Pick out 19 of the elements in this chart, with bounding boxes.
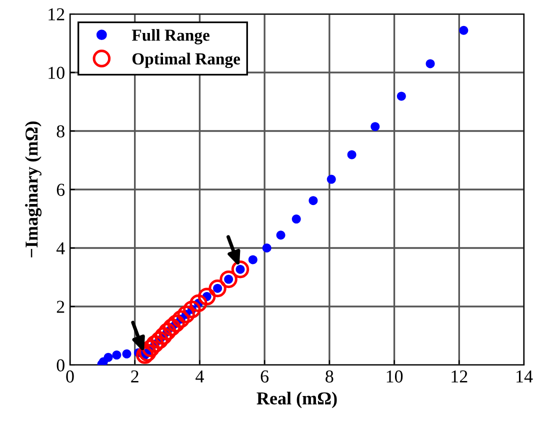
y-tick-label: 4 [56,242,65,254]
x-tick-label: 12 [452,370,468,382]
y-tick-label: 2 [56,300,64,313]
x-tick-label: 10 [386,370,403,383]
y-tick-label: 12 [48,8,64,20]
y-tick-label: 0 [56,359,64,372]
x-tick-label: 2 [131,370,138,382]
x-tick-label: 0 [66,370,74,383]
x-tick-label: 4 [196,370,204,382]
x-axis-title: Real (mΩ) [256,392,337,408]
y-axis-title: −Imaginary (mΩ) [25,122,42,258]
y-tick-label: 10 [48,66,64,79]
legend-label: Optimal Range [132,52,240,68]
legend-label: Full Range [132,29,210,44]
x-tick-label: 8 [326,370,334,383]
x-tick-label: 14 [516,370,533,382]
y-tick-label: 6 [56,184,65,196]
y-tick-label: 8 [56,125,64,138]
x-tick-label: 6 [260,370,269,383]
